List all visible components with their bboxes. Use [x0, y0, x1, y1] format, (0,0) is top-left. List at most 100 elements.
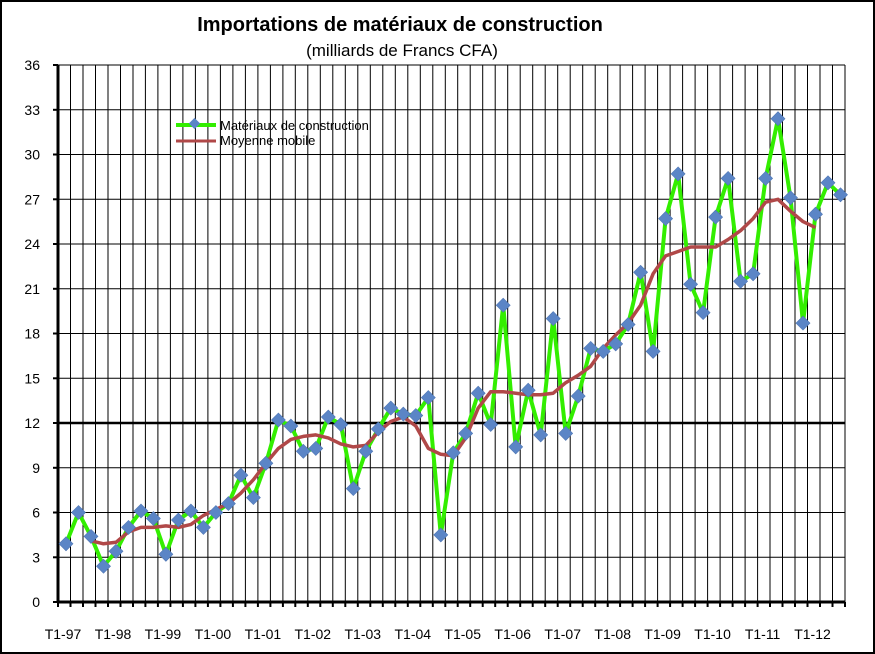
- x-tick-label: T1-05: [444, 626, 481, 642]
- data-point-materiaux: [295, 443, 311, 459]
- x-tick-label: T1-12: [794, 626, 831, 642]
- data-point-materiaux: [258, 455, 274, 471]
- data-point-materiaux: [433, 527, 449, 543]
- data-point-materiaux: [758, 170, 774, 186]
- data-point-materiaux: [345, 481, 361, 497]
- data-point-materiaux: [370, 421, 386, 437]
- x-tick-label: T1-97: [45, 626, 82, 642]
- y-tick-label: 0: [32, 594, 40, 610]
- data-point-materiaux: [283, 418, 299, 434]
- y-tick-label: 36: [24, 57, 40, 73]
- legend-swatch-marker-materiaux: [188, 117, 201, 130]
- x-tick-label: T1-04: [395, 626, 432, 642]
- data-point-materiaux: [533, 427, 549, 443]
- data-point-materiaux: [658, 211, 674, 227]
- x-tick-label: T1-98: [95, 626, 132, 642]
- data-point-materiaux: [333, 417, 349, 432]
- data-point-materiaux: [583, 340, 599, 356]
- data-point-materiaux: [545, 311, 561, 327]
- data-point-materiaux: [320, 409, 336, 425]
- series-line-materiaux: [64, 116, 842, 569]
- y-tick-label: 9: [32, 460, 40, 476]
- data-point-materiaux: [683, 276, 699, 292]
- x-tick-labels: T1-97 T1-98 T1-99 T1-00 T1-01 T1-02 T1-03 T1-04…: [45, 626, 831, 642]
- data-point-materiaux: [158, 546, 174, 562]
- data-point-materiaux: [96, 558, 111, 574]
- series-layer: [58, 111, 848, 574]
- data-point-materiaux: [670, 166, 686, 182]
- data-point-materiaux: [820, 175, 836, 191]
- data-point-materiaux: [83, 528, 99, 544]
- y-tick-label: 3: [32, 549, 40, 565]
- legend-label-materiaux: Matériaux de construction: [220, 118, 369, 133]
- chart-subtitle: (milliards de Francs CFA): [306, 41, 498, 60]
- x-tick-label: T1-02: [295, 626, 332, 642]
- x-tick-label: T1-01: [245, 626, 282, 642]
- x-tick-label: T1-10: [694, 626, 731, 642]
- y-tick-label: 24: [24, 236, 40, 252]
- y-tick-label: 6: [32, 505, 40, 521]
- data-point-materiaux: [383, 400, 399, 416]
- data-point-materiaux: [833, 187, 848, 203]
- chart-title: Importations de matériaux de constructio…: [197, 14, 603, 36]
- grid-lines: [58, 64, 846, 603]
- y-tick-label: 33: [24, 102, 40, 118]
- data-point-materiaux: [708, 209, 724, 225]
- data-point-materiaux: [133, 503, 149, 519]
- y-tick-label: 18: [24, 326, 40, 342]
- y-tick-label: 27: [24, 191, 40, 207]
- data-point-materiaux: [183, 503, 199, 519]
- y-tick-label: 21: [24, 281, 40, 297]
- x-tick-label: T1-09: [644, 626, 681, 642]
- data-point-materiaux: [770, 111, 786, 127]
- data-point-materiaux: [270, 412, 286, 428]
- x-tick-label: T1-07: [544, 626, 581, 642]
- x-tick-label: T1-99: [145, 626, 182, 642]
- data-point-materiaux: [795, 315, 811, 331]
- data-point-materiaux: [508, 439, 524, 455]
- data-point-materiaux: [395, 406, 411, 422]
- x-tick-label: T1-00: [195, 626, 232, 642]
- data-point-materiaux: [208, 505, 224, 520]
- data-point-materiaux: [220, 496, 236, 512]
- data-point-materiaux: [458, 425, 474, 441]
- data-point-materiaux: [71, 505, 86, 520]
- legend: Matériaux de construction Moyenne mobile: [176, 117, 369, 148]
- data-point-materiaux: [633, 264, 649, 280]
- axes: [53, 64, 846, 607]
- data-point-materiaux: [358, 443, 374, 459]
- series-line-moyenne-mobile: [90, 197, 817, 546]
- data-point-materiaux: [720, 170, 736, 186]
- data-point-materiaux: [745, 266, 761, 282]
- data-point-materiaux: [170, 512, 186, 528]
- data-point-materiaux: [695, 305, 711, 321]
- data-point-materiaux: [245, 490, 261, 506]
- y-tick-label: 12: [24, 415, 40, 431]
- data-point-materiaux: [121, 519, 136, 535]
- data-point-materiaux: [620, 317, 636, 332]
- x-tick-label: T1-11: [745, 626, 781, 642]
- data-point-materiaux: [733, 273, 749, 289]
- x-tick-label: T1-08: [594, 626, 631, 642]
- x-tick-label: T1-06: [494, 626, 531, 642]
- data-point-materiaux: [645, 343, 661, 359]
- data-point-materiaux: [558, 425, 574, 441]
- legend-label-moyenne: Moyenne mobile: [220, 133, 315, 148]
- data-point-materiaux: [145, 511, 161, 526]
- x-tick-label: T1-03: [345, 626, 382, 642]
- data-point-materiaux: [445, 445, 461, 461]
- data-point-materiaux: [520, 382, 536, 398]
- y-tick-label: 30: [24, 147, 40, 163]
- data-point-materiaux: [195, 519, 211, 535]
- data-point-materiaux: [570, 388, 586, 404]
- data-point-materiaux: [808, 206, 823, 222]
- data-point-materiaux: [595, 343, 611, 359]
- data-point-materiaux: [420, 390, 436, 406]
- data-point-materiaux: [495, 297, 511, 313]
- data-point-materiaux: [608, 336, 624, 352]
- data-point-materiaux: [783, 190, 798, 206]
- data-point-materiaux: [233, 467, 249, 483]
